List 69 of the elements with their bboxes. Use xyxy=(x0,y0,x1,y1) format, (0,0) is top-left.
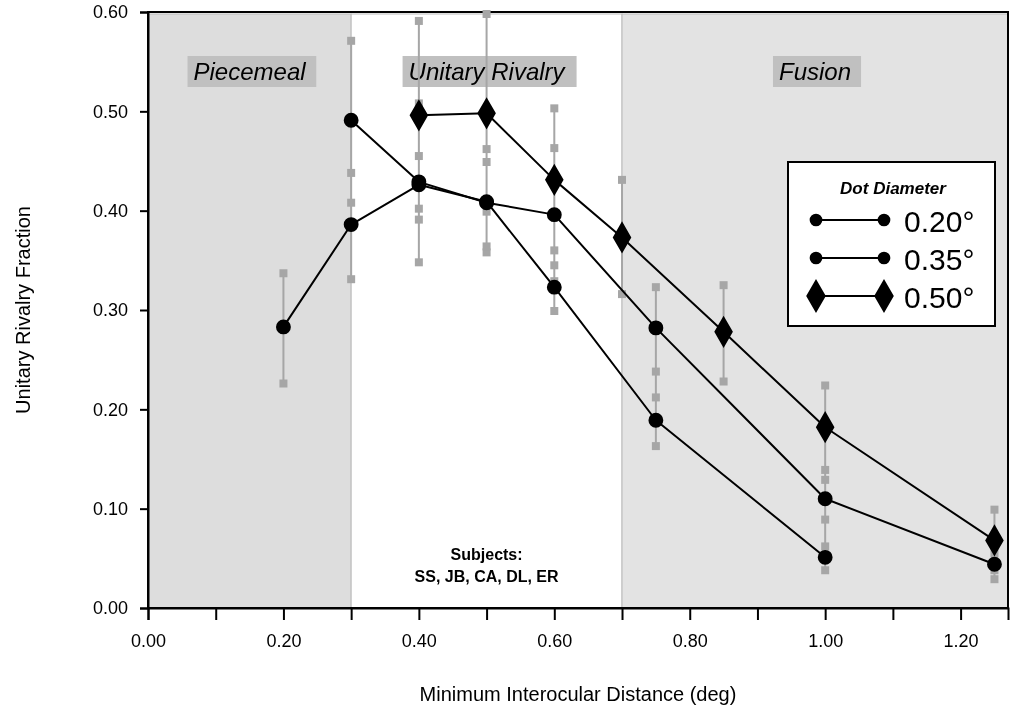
point xyxy=(550,306,559,315)
point xyxy=(482,9,491,18)
point xyxy=(651,367,660,376)
point xyxy=(651,393,660,402)
point xyxy=(347,198,356,207)
point xyxy=(821,475,830,484)
x-tick-label: 0.80 xyxy=(672,630,708,651)
x-tick-label: 0.20 xyxy=(266,630,302,651)
y-tick-label: 0.60 xyxy=(92,2,128,23)
point xyxy=(817,491,833,507)
point xyxy=(482,157,491,166)
point xyxy=(279,379,288,388)
legend-title: Dot Diameter xyxy=(840,179,948,198)
point xyxy=(414,152,423,161)
point xyxy=(821,465,830,474)
band-label: Unitary Rivalry xyxy=(408,58,567,85)
y-tick-label: 0.40 xyxy=(92,200,128,221)
point xyxy=(990,505,999,514)
legend-label: 0.35° xyxy=(904,243,975,276)
point xyxy=(414,215,423,224)
y-axis-title: Unitary Rivalry Fraction xyxy=(12,206,34,414)
point xyxy=(651,283,660,292)
x-tick-label: 0.60 xyxy=(537,630,573,651)
point xyxy=(719,281,728,290)
point xyxy=(651,442,660,451)
band-label: Piecemeal xyxy=(193,58,307,85)
point xyxy=(821,515,830,524)
point xyxy=(550,246,559,255)
y-tick-label: 0.00 xyxy=(92,598,128,619)
point xyxy=(347,275,356,284)
point xyxy=(550,144,559,153)
x-axis-title: Minimum Interocular Distance (deg) xyxy=(419,683,737,705)
legend-label: 0.20° xyxy=(904,205,975,238)
point xyxy=(279,269,288,278)
point xyxy=(414,204,423,213)
point xyxy=(546,207,562,223)
point xyxy=(343,112,359,128)
point xyxy=(347,36,356,45)
point xyxy=(347,168,356,177)
annotation: Subjects: SS, JB, CA, DL, ER xyxy=(414,546,560,585)
point xyxy=(414,16,423,25)
point xyxy=(821,542,830,551)
x-tick-label: 1.00 xyxy=(808,630,844,651)
y-tick-label: 0.50 xyxy=(92,101,128,122)
point xyxy=(276,319,291,335)
point xyxy=(990,575,999,584)
point xyxy=(482,145,491,154)
point xyxy=(817,549,833,565)
point xyxy=(550,104,559,113)
band-label: Fusion xyxy=(778,58,852,85)
point xyxy=(414,258,423,267)
point xyxy=(719,377,728,386)
legend-label: 0.50° xyxy=(904,281,975,314)
point xyxy=(618,175,627,184)
point xyxy=(648,412,664,428)
point xyxy=(987,556,1002,572)
y-tick-label: 0.30 xyxy=(92,300,128,321)
point xyxy=(482,242,491,251)
x-tick-label: 1.20 xyxy=(943,630,979,651)
y-tick-label: 0.10 xyxy=(92,498,128,519)
x-tick-label: 0.40 xyxy=(401,630,437,651)
point xyxy=(550,261,559,270)
point xyxy=(343,217,359,232)
point xyxy=(546,279,562,295)
x-tick-label: 0.00 xyxy=(130,630,167,651)
point xyxy=(821,381,830,390)
y-tick-label: 0.20 xyxy=(92,399,128,420)
point xyxy=(821,566,830,575)
point xyxy=(648,320,664,336)
